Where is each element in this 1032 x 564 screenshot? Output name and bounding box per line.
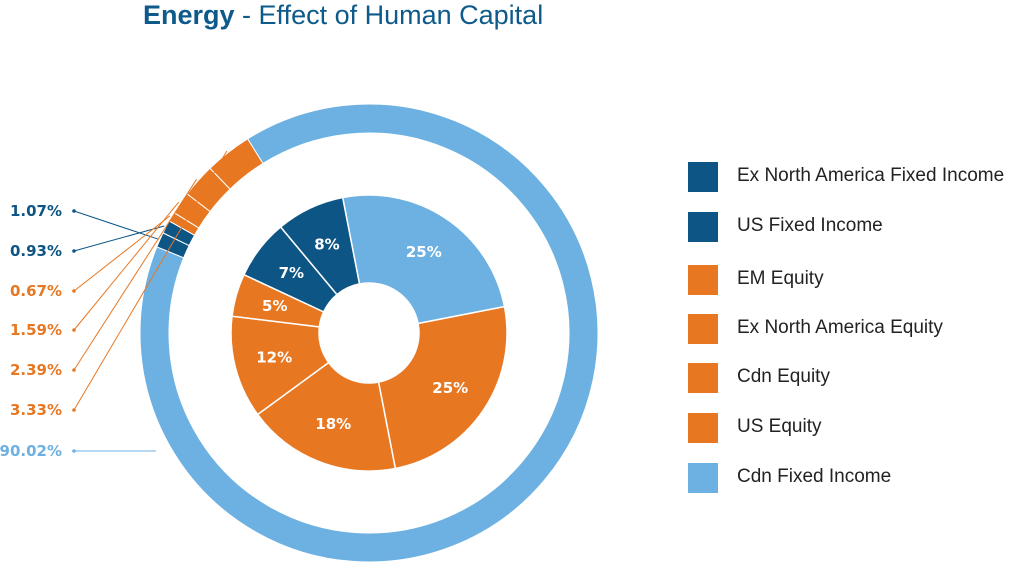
outer-slice-label: 2.39% bbox=[10, 361, 62, 379]
legend-item-em-equity: EM Equity bbox=[688, 265, 1032, 295]
leader-line bbox=[73, 215, 171, 292]
inner-slice-ex-north-america-fixed-income bbox=[279, 196, 361, 296]
legend-label: Cdn Equity bbox=[737, 366, 830, 387]
leader-line bbox=[73, 179, 197, 371]
outer-slice-label: 1.59% bbox=[10, 321, 62, 339]
inner-slice-label: 5% bbox=[262, 297, 287, 315]
outer-slice-label: 0.93% bbox=[10, 242, 62, 260]
leader-line bbox=[73, 150, 228, 411]
leader-dot bbox=[72, 328, 76, 332]
legend-swatch bbox=[688, 162, 718, 192]
leader-line bbox=[73, 225, 165, 252]
legend-swatch bbox=[688, 212, 718, 242]
legend-item-us-fixed-income: US Fixed Income bbox=[688, 212, 1032, 242]
inner-ring: 25% 25% 18% 12% 5% 7% 8% bbox=[230, 194, 508, 472]
chart-title-bold: Energy bbox=[143, 0, 235, 30]
legend-swatch bbox=[688, 363, 718, 393]
outer-slice-label: 1.07% bbox=[10, 202, 62, 220]
legend-item-ex-north-america-equity: Ex North America Equity bbox=[688, 314, 1032, 344]
legend-label: Ex North America Equity bbox=[737, 317, 943, 338]
chart-title: Energy - Effect of Human Capital bbox=[143, 0, 543, 31]
legend-swatch bbox=[688, 463, 718, 493]
inner-slice-label: 25% bbox=[432, 379, 468, 397]
outer-slice-label: 0.67% bbox=[10, 282, 62, 300]
outer-slice-cdn-fixed-income bbox=[139, 103, 599, 563]
leader-dot bbox=[72, 408, 76, 412]
legend-swatch bbox=[688, 413, 718, 443]
leader-line bbox=[73, 210, 159, 240]
legend-label: Ex North America Fixed Income bbox=[737, 165, 1005, 186]
legend-swatch bbox=[688, 265, 718, 295]
legend-item-ex-north-america-fixed-income: Ex North America Fixed Income bbox=[688, 162, 1032, 192]
inner-slice-label: 12% bbox=[256, 349, 292, 367]
chart-title-rest: - Effect of Human Capital bbox=[234, 0, 544, 30]
inner-slice-label: 7% bbox=[279, 264, 304, 282]
legend-item-us-equity: US Equity bbox=[688, 413, 1032, 443]
inner-slice-us-equity bbox=[377, 305, 508, 470]
leader-line bbox=[73, 201, 180, 331]
inner-slice-cdn-fixed-income bbox=[341, 194, 506, 325]
legend-item-cdn-equity: Cdn Equity bbox=[688, 363, 1032, 393]
inner-slice-label: 8% bbox=[314, 235, 339, 253]
legend-label: EM Equity bbox=[737, 268, 824, 289]
leader-dot bbox=[72, 289, 76, 293]
outer-slice-label: 3.33% bbox=[10, 401, 62, 419]
inner-slice-label: 25% bbox=[406, 243, 442, 261]
leader-dot bbox=[72, 209, 76, 213]
legend-label: US Fixed Income bbox=[737, 215, 883, 236]
leader-dot bbox=[72, 449, 76, 453]
legend-item-cdn-fixed-income: Cdn Fixed Income bbox=[688, 463, 1032, 493]
leader-dot bbox=[72, 368, 76, 372]
inner-slice-label: 18% bbox=[315, 415, 351, 433]
outer-ring bbox=[139, 103, 599, 563]
legend-label: US Equity bbox=[737, 416, 822, 437]
legend-label: Cdn Fixed Income bbox=[737, 466, 892, 487]
leader-dot bbox=[72, 249, 76, 253]
outer-slice-label: 90.02% bbox=[0, 442, 62, 460]
outer-ring-labels: 1.07% 0.93% 0.67% 1.59% 2.39% 3.33% 90.02% bbox=[0, 150, 228, 460]
legend-swatch bbox=[688, 314, 718, 344]
